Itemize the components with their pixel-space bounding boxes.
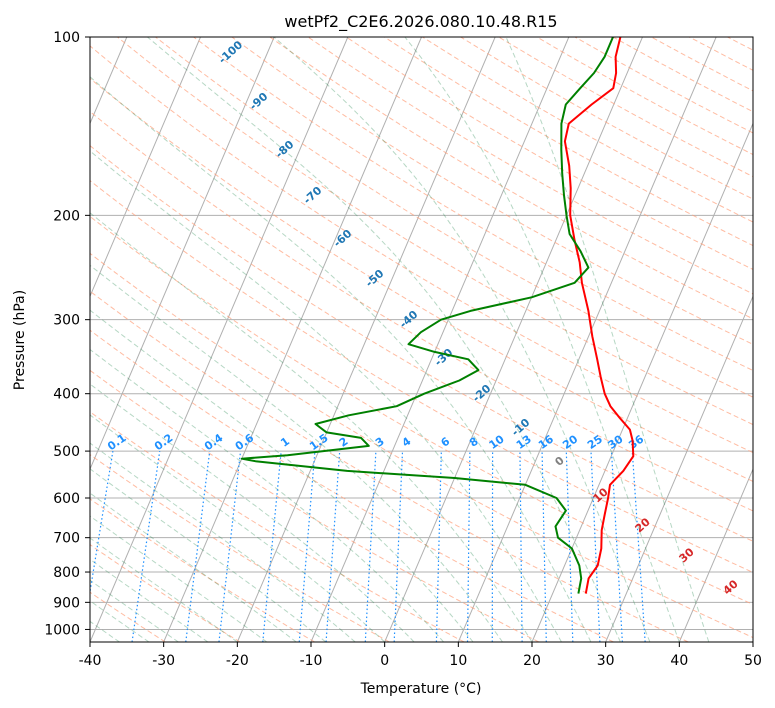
moist-adiabat-line [90, 383, 415, 642]
moist-adiabat-line [90, 76, 592, 642]
dry-adiabat-line [269, 37, 753, 320]
isotherm-line [457, 37, 717, 642]
dry-adiabat-line [90, 454, 390, 642]
isotherm-line [678, 467, 753, 642]
isotherm-line [90, 37, 201, 298]
isotherm-line [310, 37, 570, 642]
y-axis-ticks: 100 200 300 400 500 600 700 800 900 1000 [44, 30, 90, 638]
y-tick-label: 200 [53, 208, 80, 224]
x-axis-ticks: -40 -30 -20 -10 0 10 20 30 40 50 [79, 642, 762, 669]
dry-adiabat-line [90, 591, 166, 642]
chart-title: wetPf2_C2E6.2026.080.10.48.R15 [284, 12, 557, 32]
dry-adiabat-line [90, 252, 753, 639]
y-tick-label: 600 [53, 491, 80, 507]
dry-adiabat-line [90, 179, 753, 573]
y-tick-label: 300 [53, 313, 80, 329]
x-tick-label: -20 [226, 653, 249, 669]
thermodynamic-guide-lines [90, 37, 753, 642]
moist-adiabat-line [90, 468, 327, 642]
moist-adiabat-line [90, 414, 386, 642]
moist-adiabat-line [90, 150, 562, 642]
dry-adiabat-line [90, 411, 465, 642]
moist-adiabat-line [90, 442, 356, 642]
y-tick-label: 800 [53, 565, 80, 581]
x-tick-label: -10 [300, 653, 323, 669]
dry-adiabat-line [90, 145, 753, 542]
moist-adiabat-line [90, 537, 238, 642]
isotherm-line [531, 122, 753, 642]
y-axis-title: Pressure (hPa) [12, 290, 28, 390]
isotherm-line [90, 37, 349, 642]
x-tick-label: 10 [449, 653, 467, 669]
moist-adiabat-line [90, 579, 179, 642]
moist-adiabat-line [273, 37, 651, 642]
isotherm-line [90, 37, 275, 471]
dry-adiabat-line [90, 498, 315, 642]
y-tick-label: 1000 [44, 622, 80, 638]
x-tick-label: 50 [744, 653, 762, 669]
x-tick-label: 20 [523, 653, 541, 669]
isotherm-line [605, 295, 753, 642]
moist-adiabat-line [147, 37, 621, 642]
background-grid [90, 37, 753, 642]
isotherm-line [384, 37, 643, 642]
mixing-ratio-line [90, 451, 114, 596]
y-tick-label: 500 [53, 444, 80, 460]
dry-adiabat-line [307, 37, 753, 295]
dry-adiabat-line [90, 290, 689, 642]
x-tick-label: 0 [380, 653, 389, 669]
moist-adiabat-line [90, 348, 444, 642]
dry-adiabat-line [90, 110, 753, 512]
mixing-ratio-line [185, 451, 211, 642]
mixing-ratio-line [131, 451, 161, 642]
moist-adiabat-line [90, 309, 474, 642]
dry-adiabat-line [90, 45, 753, 454]
profile-line [563, 37, 635, 594]
profile-line [240, 37, 614, 594]
moist-adiabat-line [90, 558, 209, 642]
dry-adiabat-line [90, 369, 540, 642]
mixing-ratio-line [218, 451, 242, 642]
x-axis-title: Temperature (°C) [360, 681, 482, 697]
y-tick-label: 700 [53, 531, 80, 547]
moist-adiabat-line [90, 212, 533, 642]
plot-frame [89, 36, 754, 643]
dry-adiabat-line [90, 77, 753, 482]
x-tick-label: 40 [670, 653, 688, 669]
dry-adiabat-line [231, 37, 753, 345]
y-tick-label: 100 [53, 30, 80, 46]
moist-adiabat-line [404, 37, 680, 642]
dry-adiabat-line [90, 215, 753, 606]
x-tick-label: 30 [597, 653, 615, 669]
profile-series [240, 37, 635, 594]
moist-adiabat-line [90, 515, 268, 642]
moist-adiabat-line [505, 37, 710, 642]
moist-adiabat-line [90, 264, 503, 642]
isotherm-line [236, 37, 496, 642]
x-tick-label: -30 [152, 653, 175, 669]
y-tick-label: 400 [53, 387, 80, 403]
x-tick-label: -40 [79, 653, 102, 669]
y-tick-label: 900 [53, 595, 80, 611]
